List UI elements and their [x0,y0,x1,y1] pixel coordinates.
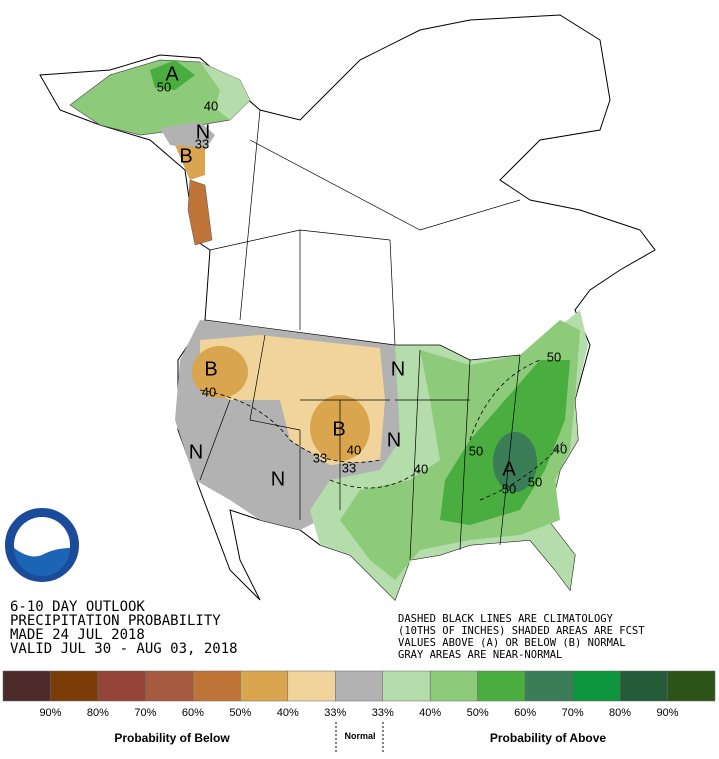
legend-swatch [2,670,51,702]
borders [199,109,521,561]
map-label: 50 [469,443,483,458]
legend-label: 60% [514,707,536,719]
map-label: N [196,121,210,143]
legend-label: 33% [324,707,346,719]
map-label: 40 [204,98,218,113]
above-core [493,432,537,492]
note-line: (10THS OF INCHES) SHADED AREAS ARE FCST [398,625,645,637]
legend-label: 33% [372,707,394,719]
map-label: N [189,441,203,463]
alaska-normal [160,122,215,150]
map-label: B [204,358,217,380]
legend-label: 50% [467,707,489,719]
notes: DASHED BLACK LINES ARE CLIMATOLOGY (10TH… [398,613,645,661]
title-line: PRECIPITATION PROBABILITY [10,613,221,629]
legend-swatch [667,670,716,702]
panhandle-below-dark [187,179,213,246]
legend-swatch [97,670,146,702]
legend-label: 80% [87,707,109,719]
map-label: 40 [553,441,567,456]
map-label: 33 [195,136,209,151]
map-label: 40 [202,384,216,399]
map-label: B [179,145,192,167]
alaska-above-light [200,62,250,120]
legend-swatch [335,670,383,702]
below-core [192,346,248,398]
map-label: 40 [347,442,361,457]
map-label: A [165,63,179,85]
below-title: Probability of Below [114,731,230,745]
map-label: 50 [157,79,171,94]
legend-swatch [477,670,526,702]
map-label: 50 [547,349,561,364]
panhandle-below [175,145,205,180]
note-line: GRAY AREAS ARE NEAR-NORMAL [398,649,562,661]
map-label: 50 [528,474,542,489]
map-label: 33 [313,450,327,465]
noaa-logo [3,506,81,584]
map-label: N [391,358,405,380]
legend-swatch [619,670,668,702]
above-title: Probability of Above [490,731,607,745]
legend-label: 80% [609,707,631,719]
legend-label: 90% [39,707,61,719]
legend-swatch [192,670,241,702]
map-label: N [271,468,285,490]
alaska-above-mid [150,60,195,90]
map [39,14,656,601]
climatology-lines [199,359,566,501]
legend-label: 40% [419,707,441,719]
map-label: N [387,429,401,451]
legend: Probability of Below Normal Probability … [2,670,716,752]
normal-title: Normal [344,731,375,741]
legend-swatch [145,670,194,702]
title-line: 6-10 DAY OUTLOOK [10,599,145,615]
legend-swatch [572,670,621,702]
map-label: 33 [342,460,356,475]
legend-label: 90% [657,707,679,719]
legend-swatch [287,670,336,702]
legend-label: 70% [562,707,584,719]
legend-swatch [524,670,573,702]
note-line: VALUES ABOVE (A) OR BELOW (B) NORMAL [398,637,626,649]
legend-swatch [240,670,289,702]
legend-swatch [50,670,99,702]
legend-label: 70% [134,707,156,719]
legend-label: 40% [277,707,299,719]
legend-swatch [382,670,431,702]
map-label: B [332,418,345,440]
note-line: DASHED BLACK LINES ARE CLIMATOLOGY [398,613,614,625]
title-line: MADE 24 JUL 2018 [10,627,145,643]
map-label: 40 [414,461,428,476]
title-line: VALID JUL 30 - AUG 03, 2018 [10,641,238,657]
map-labels: A 50 40 N B 33 B 40 B 40 33 33 N N N N 4… [157,63,567,496]
legend-label: 50% [229,707,251,719]
legend-swatch [429,670,478,702]
map-label: A [502,458,516,480]
title-block: 6-10 DAY OUTLOOK PRECIPITATION PROBABILI… [10,599,238,657]
legend-label: 60% [182,707,204,719]
map-label: 50 [502,481,516,496]
